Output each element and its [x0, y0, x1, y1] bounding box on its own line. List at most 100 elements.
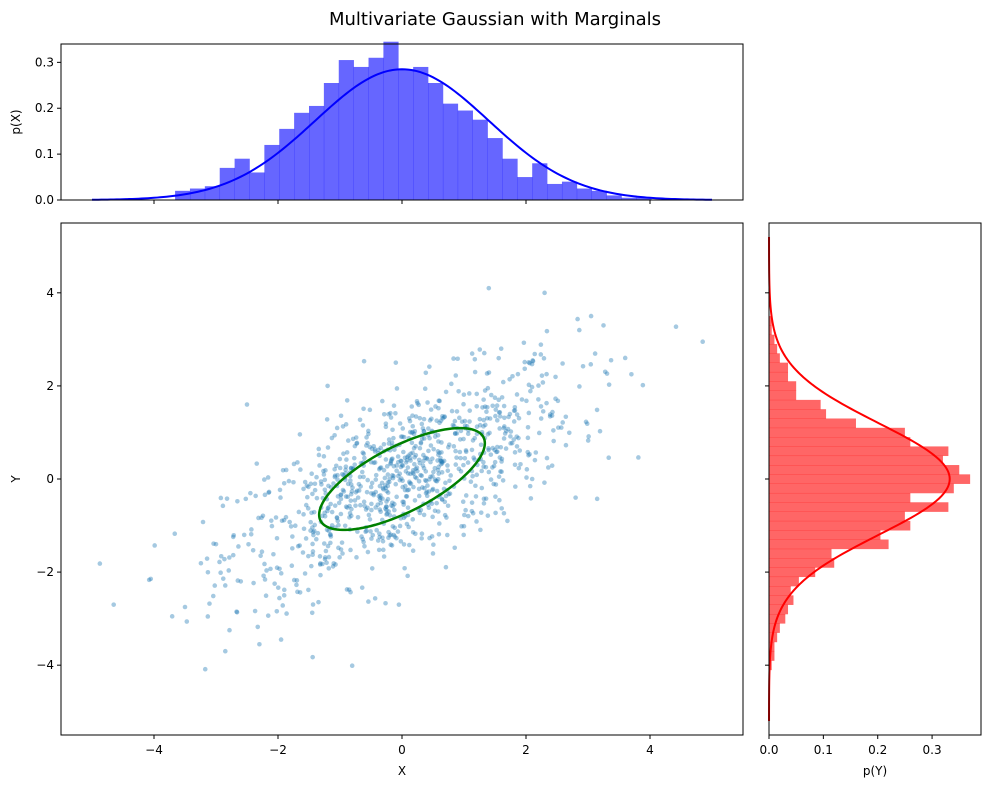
scatter-point [402, 455, 408, 461]
scatter-point [320, 561, 325, 567]
scatter-point [538, 342, 544, 347]
scatter-point [357, 417, 363, 423]
scatter-point [449, 408, 455, 414]
scatter-point [486, 469, 492, 475]
scatter-point [222, 583, 228, 588]
scatter-point [213, 541, 219, 547]
scatter-point [389, 543, 395, 548]
scatter-point [325, 543, 331, 549]
scatter-point [384, 512, 389, 517]
scatter-point [529, 361, 535, 367]
scatter-point [338, 511, 344, 517]
scatter-point [287, 519, 292, 525]
scatter-point [415, 400, 420, 406]
scatter-point [386, 411, 391, 417]
scatter-point [502, 415, 507, 421]
scatter-point [310, 529, 316, 535]
scatter-point [418, 507, 424, 513]
scatter-point [226, 568, 232, 573]
scatter-point [549, 413, 555, 418]
scatter-point [472, 357, 478, 362]
marginal-x-ticks: 0.0 0.1 0.2 0.3 [35, 55, 651, 207]
scatter-point [388, 458, 394, 464]
scatter-point [348, 547, 353, 553]
scatter-point [381, 441, 387, 447]
scatter-point [399, 458, 404, 464]
scatter-point [463, 448, 469, 453]
scatter-point [395, 459, 401, 465]
marginal-y-bar [769, 353, 780, 363]
scatter-point [274, 535, 280, 541]
scatter-point [410, 450, 415, 456]
scatter-point [622, 355, 628, 361]
scatter-point [507, 376, 512, 382]
scatter-point [169, 614, 175, 619]
scatter-point [278, 571, 284, 576]
scatter-point [352, 462, 358, 467]
scatter-point [331, 561, 337, 566]
scatter-point [300, 550, 306, 555]
scatter-point [331, 481, 336, 486]
scatter-point [423, 478, 428, 483]
scatter-point [469, 351, 475, 356]
scatter-point [338, 492, 344, 498]
marginal-x-bar [309, 105, 325, 200]
marginal-y-bars [769, 316, 971, 671]
marginal-y-xtick-label: 0.1 [814, 743, 833, 757]
scatter-point [348, 482, 354, 487]
marginal-y-bar [769, 520, 911, 531]
scatter-point [412, 474, 418, 480]
marginal-y-bar [769, 502, 949, 512]
scatter-point [352, 498, 358, 503]
joint-xtick-label: 4 [646, 743, 654, 757]
scatter-point [400, 463, 406, 469]
scatter-point [416, 479, 422, 484]
scatter-point [406, 487, 412, 493]
scatter-point [315, 530, 321, 536]
scatter-point [329, 523, 335, 528]
scatter-point [580, 363, 586, 369]
scatter-point [430, 551, 436, 556]
scatter-point [428, 443, 434, 448]
scatter-point [410, 529, 416, 535]
scatter-point [453, 373, 459, 378]
scatter-point [348, 589, 353, 595]
scatter-point [436, 531, 442, 537]
scatter-point [505, 518, 510, 524]
scatter-point [479, 468, 485, 474]
scatter-point [286, 478, 292, 484]
scatter-point [346, 587, 352, 592]
scatter-point [553, 374, 558, 380]
scatter-point [606, 455, 612, 460]
scatter-point [309, 510, 314, 516]
scatter-point [314, 474, 319, 480]
scatter-point [400, 434, 405, 439]
scatter-point [490, 403, 495, 409]
scatter-point [496, 355, 502, 361]
joint-ytick-label: 0 [46, 472, 54, 486]
scatter-point [387, 479, 392, 485]
scatter-point [494, 418, 500, 423]
scatter-point [461, 462, 466, 468]
scatter-point [326, 528, 331, 534]
scatter-point [303, 502, 309, 508]
scatter-point [421, 452, 426, 458]
scatter-point [314, 495, 320, 501]
scatter-point [336, 500, 342, 506]
scatter-point [255, 624, 261, 630]
scatter-point [406, 416, 412, 421]
scatter-point [525, 449, 531, 455]
scatter-point [327, 532, 333, 538]
scatter-point [376, 447, 381, 453]
scatter-point [385, 472, 391, 477]
scatter-point [492, 395, 498, 400]
scatter-point [278, 637, 284, 642]
scatter-point [338, 496, 344, 502]
scatter-point [700, 339, 705, 344]
scatter-point [406, 453, 411, 458]
scatter-point [458, 428, 464, 434]
scatter-point [332, 503, 338, 508]
scatter-point [440, 414, 445, 419]
scatter-point [444, 515, 449, 520]
scatter-point [290, 534, 295, 539]
